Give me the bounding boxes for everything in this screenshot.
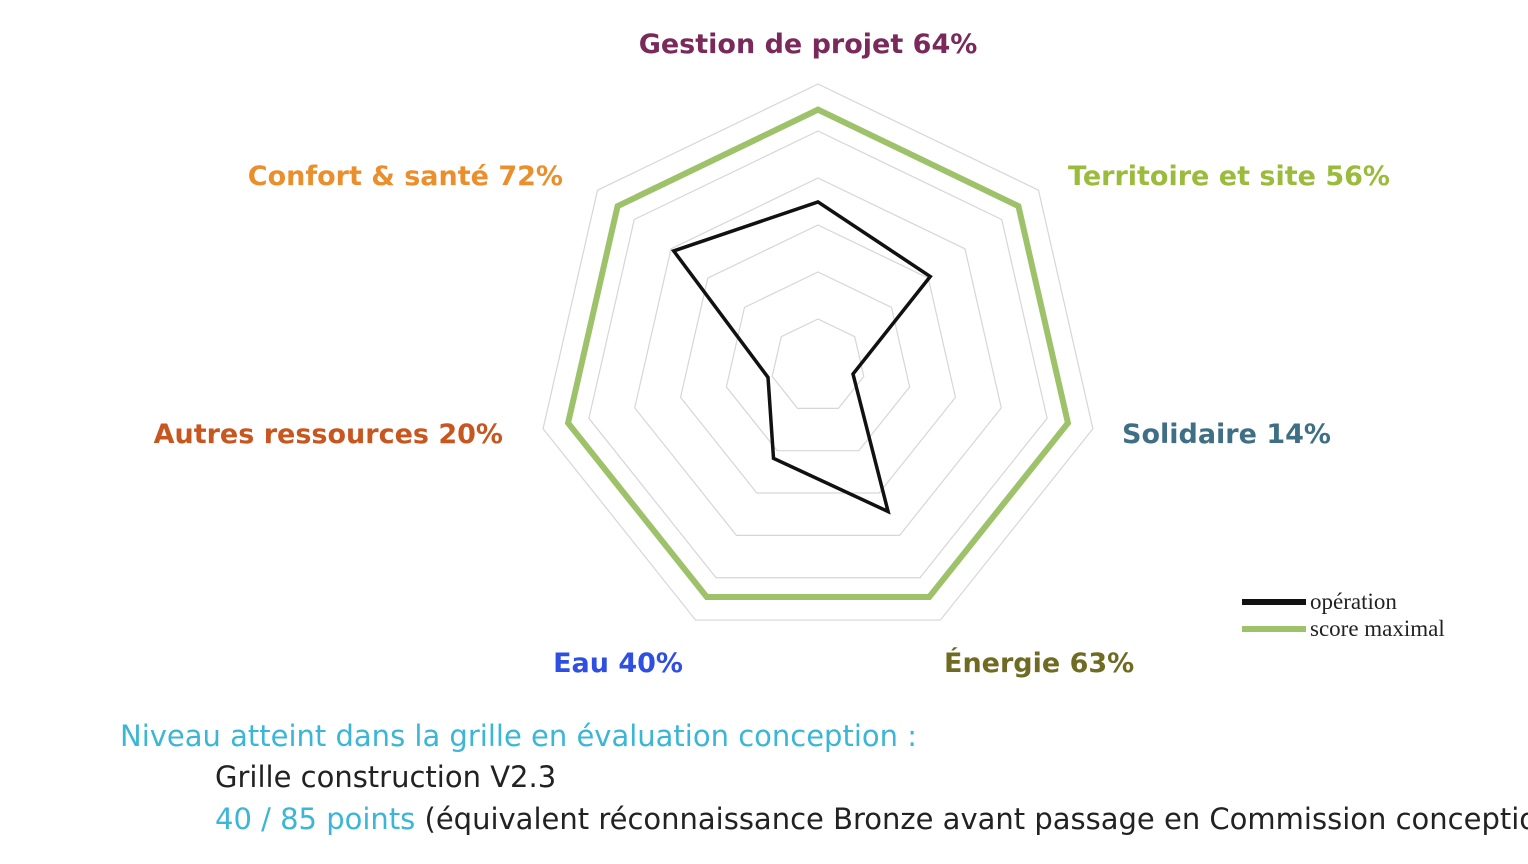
series-operation — [670, 199, 933, 515]
legend-swatch-operation — [1242, 598, 1306, 605]
radar-chart: Gestion de projet 64% Territoire et site … — [154, 29, 1390, 679]
series-score-maximal — [564, 106, 1072, 600]
legend-label-operation: opération — [1310, 588, 1397, 614]
axis-label-confort-sante: Confort & santé 72% — [248, 161, 563, 192]
grid-ring-1 — [771, 318, 865, 409]
grid-ring-4 — [634, 177, 1002, 536]
radar-series — [564, 106, 1072, 600]
axis-label-eau: Eau 40% — [553, 648, 683, 679]
summary-heading: Niveau atteint dans la grille en évaluat… — [120, 719, 917, 753]
score-points: 40 / 85 points — [215, 802, 416, 836]
axis-labels: Gestion de projet 64% Territoire et site … — [154, 29, 1390, 679]
legend: opération score maximal — [1242, 588, 1445, 642]
grid-ring-2 — [725, 271, 911, 452]
grid-ring-3 — [679, 224, 957, 494]
grid-ring-6 — [542, 83, 1094, 621]
legend-item-operation: opération — [1242, 588, 1445, 615]
axis-label-gestion-de-projet: Gestion de projet 64% — [639, 29, 978, 60]
axis-label-territoire-et-site: Territoire et site 56% — [1068, 161, 1390, 192]
axis-label-energie: Énergie 63% — [944, 647, 1134, 679]
legend-label-score-maximal: score maximal — [1310, 615, 1445, 641]
grid-ring-5 — [588, 130, 1048, 579]
legend-swatch-score-maximal — [1242, 625, 1306, 632]
summary: Niveau atteint dans la grille en évaluat… — [120, 716, 1528, 840]
axis-label-solidaire: Solidaire 14% — [1122, 419, 1331, 450]
axis-label-autres-ressources: Autres ressources 20% — [154, 419, 503, 450]
grid-name: Grille construction V2.3 — [215, 760, 557, 794]
legend-item-score-maximal: score maximal — [1242, 615, 1445, 642]
score-line: 40 / 85 points (équivalent réconnaissanc… — [215, 798, 1528, 840]
radar-grid — [542, 83, 1094, 621]
score-note: (équivalent réconnaissance Bronze avant … — [415, 802, 1528, 836]
